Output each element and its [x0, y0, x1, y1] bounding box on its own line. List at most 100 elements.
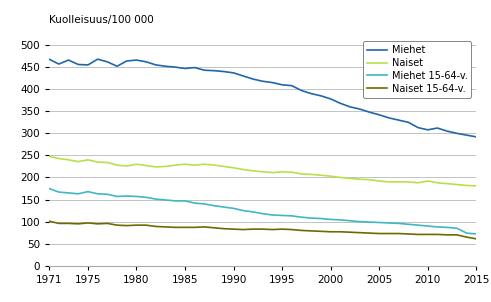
Naiset [231, 166, 237, 170]
Miehet [415, 126, 421, 130]
Miehet [75, 63, 81, 66]
Line: Miehet: Miehet [49, 59, 476, 137]
Naiset [396, 180, 402, 184]
Miehet 15-64-v. [250, 210, 256, 214]
Naiset [327, 174, 333, 178]
Miehet 15-64-v. [201, 202, 207, 206]
Line: Naiset 15-64-v.: Naiset 15-64-v. [49, 221, 476, 239]
Miehet [201, 69, 207, 72]
Miehet [105, 60, 110, 64]
Miehet 15-64-v. [182, 199, 188, 203]
Naiset [454, 183, 460, 186]
Naiset 15-64-v. [211, 226, 217, 230]
Naiset 15-64-v. [143, 223, 149, 227]
Miehet 15-64-v. [318, 217, 324, 220]
Naiset 15-64-v. [75, 222, 81, 226]
Miehet 15-64-v. [464, 231, 469, 235]
Miehet 15-64-v. [46, 187, 52, 190]
Miehet [454, 132, 460, 135]
Miehet 15-64-v. [376, 221, 382, 224]
Miehet [366, 110, 372, 114]
Naiset 15-64-v. [347, 230, 353, 234]
Naiset 15-64-v. [270, 228, 275, 231]
Naiset [163, 165, 168, 168]
Naiset [318, 173, 324, 177]
Naiset [143, 164, 149, 167]
Naiset 15-64-v. [327, 230, 333, 233]
Miehet 15-64-v. [231, 207, 237, 210]
Miehet [95, 57, 101, 61]
Naiset [66, 158, 72, 162]
Naiset 15-64-v. [454, 233, 460, 237]
Miehet 15-64-v. [124, 194, 130, 198]
Naiset [85, 158, 91, 162]
Naiset 15-64-v. [444, 233, 450, 237]
Miehet [143, 60, 149, 64]
Naiset 15-64-v. [221, 227, 227, 230]
Miehet 15-64-v. [337, 218, 343, 222]
Naiset [260, 170, 266, 174]
Naiset [221, 165, 227, 168]
Miehet [464, 133, 469, 137]
Miehet 15-64-v. [473, 232, 479, 236]
Miehet [192, 66, 198, 69]
Miehet 15-64-v. [435, 225, 440, 229]
Miehet 15-64-v. [172, 199, 178, 203]
Miehet [396, 118, 402, 122]
Naiset 15-64-v. [337, 230, 343, 233]
Miehet 15-64-v. [415, 223, 421, 227]
Miehet 15-64-v. [299, 215, 304, 219]
Miehet [172, 65, 178, 69]
Miehet [270, 81, 275, 84]
Naiset 15-64-v. [240, 228, 246, 231]
Naiset 15-64-v. [386, 232, 392, 235]
Miehet [435, 126, 440, 130]
Miehet 15-64-v. [366, 220, 372, 224]
Naiset [95, 160, 101, 164]
Miehet 15-64-v. [143, 195, 149, 199]
Miehet [250, 77, 256, 81]
Naiset [347, 177, 353, 180]
Miehet 15-64-v. [260, 212, 266, 216]
Miehet 15-64-v. [308, 216, 314, 220]
Naiset [308, 172, 314, 176]
Miehet 15-64-v. [289, 214, 295, 218]
Miehet [231, 71, 237, 75]
Miehet [182, 67, 188, 70]
Naiset 15-64-v. [56, 222, 62, 225]
Naiset [464, 184, 469, 187]
Miehet 15-64-v. [386, 221, 392, 225]
Miehet [279, 83, 285, 87]
Miehet [337, 101, 343, 105]
Naiset [415, 181, 421, 185]
Naiset [299, 172, 304, 176]
Miehet [240, 74, 246, 78]
Naiset 15-64-v. [473, 237, 479, 241]
Naiset [192, 163, 198, 167]
Miehet 15-64-v. [163, 198, 168, 202]
Naiset 15-64-v. [376, 232, 382, 235]
Naiset 15-64-v. [172, 226, 178, 229]
Miehet 15-64-v. [270, 213, 275, 217]
Miehet 15-64-v. [211, 204, 217, 207]
Naiset [376, 179, 382, 183]
Naiset 15-64-v. [231, 227, 237, 231]
Miehet 15-64-v. [357, 220, 363, 223]
Naiset 15-64-v. [201, 225, 207, 229]
Miehet 15-64-v. [454, 226, 460, 230]
Naiset [289, 170, 295, 174]
Naiset 15-64-v. [366, 231, 372, 235]
Miehet 15-64-v. [279, 214, 285, 217]
Miehet 15-64-v. [56, 190, 62, 194]
Miehet 15-64-v. [114, 195, 120, 198]
Naiset [366, 178, 372, 182]
Miehet [260, 79, 266, 83]
Miehet [386, 116, 392, 120]
Miehet [308, 92, 314, 95]
Miehet [318, 94, 324, 98]
Miehet [357, 107, 363, 111]
Naiset [211, 163, 217, 167]
Naiset [240, 168, 246, 171]
Naiset [124, 164, 130, 168]
Miehet 15-64-v. [66, 191, 72, 195]
